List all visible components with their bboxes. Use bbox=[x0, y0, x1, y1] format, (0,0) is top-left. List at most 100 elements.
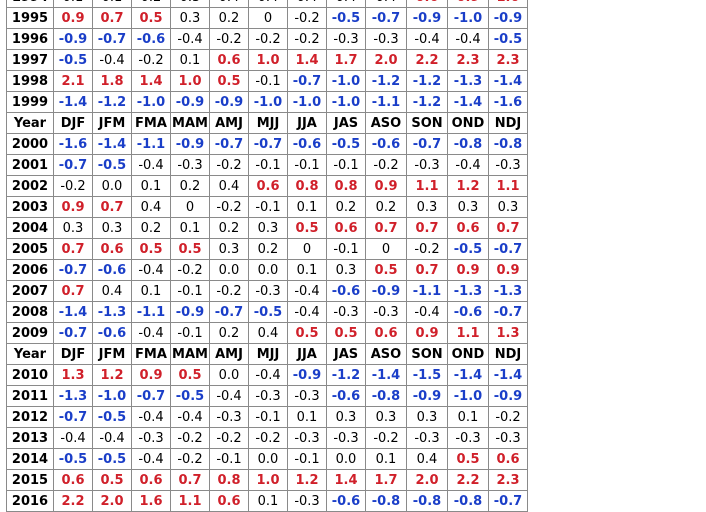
value-cell: -0.3 bbox=[406, 154, 448, 176]
table-row: 2012 -0.7 -0.5 -0.4 -0.4 -0.3 -0.1 0.1 0.3 0.3 0.3… bbox=[6, 406, 528, 428]
year-cell: 2001 bbox=[6, 154, 54, 176]
year-cell: 1999 bbox=[6, 91, 54, 113]
table-row: 2007 0.7 0.4 0.1 -0.1 -0.2 -0.3 -0.4 -0.6 -0.9 -1.… bbox=[6, 280, 528, 302]
header-year-label: Year bbox=[6, 112, 54, 134]
value-cell: 1.4 bbox=[287, 49, 327, 71]
value-cell: -0.2 bbox=[131, 49, 171, 71]
value-cell: 0.7 bbox=[170, 469, 210, 491]
value-cell: 1.0 bbox=[170, 70, 210, 92]
value-cell: -0.8 bbox=[365, 490, 407, 512]
value-cell: 0.6 bbox=[406, 0, 448, 8]
table-row: 1998 2.1 1.8 1.4 1.0 0.5 -0.1 -0.7 -1.0 -1.2 -1.2-… bbox=[6, 70, 528, 92]
value-cell: 0.5 bbox=[170, 364, 210, 386]
value-cell: 1.3 bbox=[488, 322, 528, 344]
value-cell: 0.3 bbox=[447, 196, 489, 218]
value-cell: -0.3 bbox=[326, 427, 366, 449]
year-cell: 2011 bbox=[6, 385, 54, 407]
value-cell: -1.4 bbox=[365, 364, 407, 386]
value-cell: -1.0 bbox=[326, 91, 366, 113]
value-cell: -0.1 bbox=[248, 406, 288, 428]
table-row: 19940.10.10.20.30.40.40.40.40.40.60.91.0 bbox=[6, 0, 528, 8]
column-header: FMA bbox=[131, 112, 171, 134]
value-cell: 0.1 bbox=[287, 406, 327, 428]
value-cell: 0.5 bbox=[326, 322, 366, 344]
value-cell: -0.7 bbox=[365, 7, 407, 29]
year-cell: 2006 bbox=[6, 259, 54, 281]
column-header: JAS bbox=[326, 343, 366, 365]
table-row: 1999 -1.4 -1.2 -1.0 -0.9 -0.9 -1.0 -1.0 -1.0 -1.1… bbox=[6, 91, 528, 113]
value-cell: -1.0 bbox=[326, 70, 366, 92]
column-header: NDJ bbox=[488, 112, 528, 134]
value-cell: -1.4 bbox=[53, 91, 93, 113]
column-header: MJJ bbox=[248, 343, 288, 365]
table-row: 2003 0.9 0.7 0.4 0 -0.2 -0.1 0.1 0.2 0.2 0.3 0.3 0.3 bbox=[6, 196, 528, 218]
value-cell: -0.2 bbox=[287, 7, 327, 29]
year-cell: 2000 bbox=[6, 133, 54, 155]
value-cell: 0.5 bbox=[287, 217, 327, 239]
value-cell: 0.1 bbox=[287, 259, 327, 281]
header-row: Year DJF JFM FMA MAM AMJ MJJ JJA JAS ASO SON OND NDJ bbox=[6, 112, 528, 134]
table-row: 2015 0.6 0.5 0.6 0.7 0.8 1.0 1.2 1.4 1.7 2.0 2.2 2.3 bbox=[6, 469, 528, 491]
table-row: 2000 -1.6 -1.4 -1.1 -0.9 -0.7 -0.7 -0.6 -0.5 -0.6… bbox=[6, 133, 528, 155]
value-cell: 0.5 bbox=[209, 70, 249, 92]
value-cell: -0.7 bbox=[488, 490, 528, 512]
table-row: 2011 -1.3 -1.0 -0.7 -0.5 -0.4 -0.3 -0.3 -0.6 -0.8… bbox=[6, 385, 528, 407]
value-cell: 0.5 bbox=[92, 469, 132, 491]
value-cell: 0.6 bbox=[326, 217, 366, 239]
value-cell: -1.6 bbox=[488, 91, 528, 113]
value-cell: -0.4 bbox=[170, 28, 210, 50]
value-cell: -0.4 bbox=[131, 406, 171, 428]
value-cell: -0.5 bbox=[53, 49, 93, 71]
value-cell: 1.4 bbox=[131, 70, 171, 92]
year-cell: 2009 bbox=[6, 322, 54, 344]
value-cell: 2.1 bbox=[53, 70, 93, 92]
value-cell: -0.3 bbox=[365, 28, 407, 50]
column-header: MAM bbox=[170, 112, 210, 134]
value-cell: 0.4 bbox=[248, 0, 288, 8]
value-cell: 1.6 bbox=[131, 490, 171, 512]
value-cell: 0.1 bbox=[92, 0, 132, 8]
value-cell: -1.0 bbox=[287, 91, 327, 113]
value-cell: -0.3 bbox=[326, 28, 366, 50]
value-cell: -1.2 bbox=[365, 70, 407, 92]
value-cell: 0.4 bbox=[326, 0, 366, 8]
header-year-label: Year bbox=[6, 343, 54, 365]
value-cell: 0.0 bbox=[209, 259, 249, 281]
value-cell: -0.8 bbox=[488, 133, 528, 155]
value-cell: -0.4 bbox=[406, 301, 448, 323]
value-cell: -0.9 bbox=[488, 7, 528, 29]
value-cell: -0.5 bbox=[488, 28, 528, 50]
value-cell: -1.4 bbox=[447, 364, 489, 386]
value-cell: 0.2 bbox=[248, 238, 288, 260]
value-cell: -0.2 bbox=[406, 238, 448, 260]
value-cell: -0.2 bbox=[209, 28, 249, 50]
value-cell: -0.5 bbox=[92, 154, 132, 176]
value-cell: 0.6 bbox=[209, 49, 249, 71]
value-cell: 0.3 bbox=[209, 238, 249, 260]
value-cell: -0.4 bbox=[131, 322, 171, 344]
value-cell: -1.1 bbox=[365, 91, 407, 113]
value-cell: 0.6 bbox=[53, 469, 93, 491]
value-cell: 1.2 bbox=[287, 469, 327, 491]
value-cell: 0 bbox=[170, 196, 210, 218]
value-cell: 0.5 bbox=[131, 238, 171, 260]
value-cell: 2.3 bbox=[447, 49, 489, 71]
year-cell: 1998 bbox=[6, 70, 54, 92]
value-cell: -0.4 bbox=[131, 259, 171, 281]
value-cell: 0.0 bbox=[326, 448, 366, 470]
year-cell: 2007 bbox=[6, 280, 54, 302]
value-cell: -0.7 bbox=[92, 28, 132, 50]
value-cell: -1.1 bbox=[406, 280, 448, 302]
value-cell: -0.3 bbox=[287, 427, 327, 449]
table-body: 19940.10.10.20.30.40.40.40.40.40.60.91.0… bbox=[6, 0, 528, 512]
value-cell: -0.4 bbox=[287, 280, 327, 302]
value-cell: 0.9 bbox=[53, 196, 93, 218]
value-cell: -0.1 bbox=[326, 238, 366, 260]
value-cell: 0.7 bbox=[406, 217, 448, 239]
value-cell: -0.4 bbox=[209, 385, 249, 407]
value-cell: 1.2 bbox=[92, 364, 132, 386]
value-cell: -0.1 bbox=[287, 448, 327, 470]
year-cell: 2013 bbox=[6, 427, 54, 449]
value-cell: -0.2 bbox=[209, 280, 249, 302]
value-cell: 0.7 bbox=[365, 217, 407, 239]
